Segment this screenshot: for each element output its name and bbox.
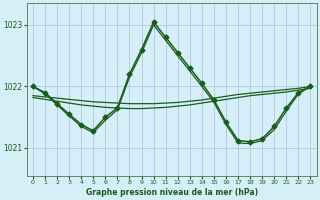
X-axis label: Graphe pression niveau de la mer (hPa): Graphe pression niveau de la mer (hPa) <box>86 188 258 197</box>
